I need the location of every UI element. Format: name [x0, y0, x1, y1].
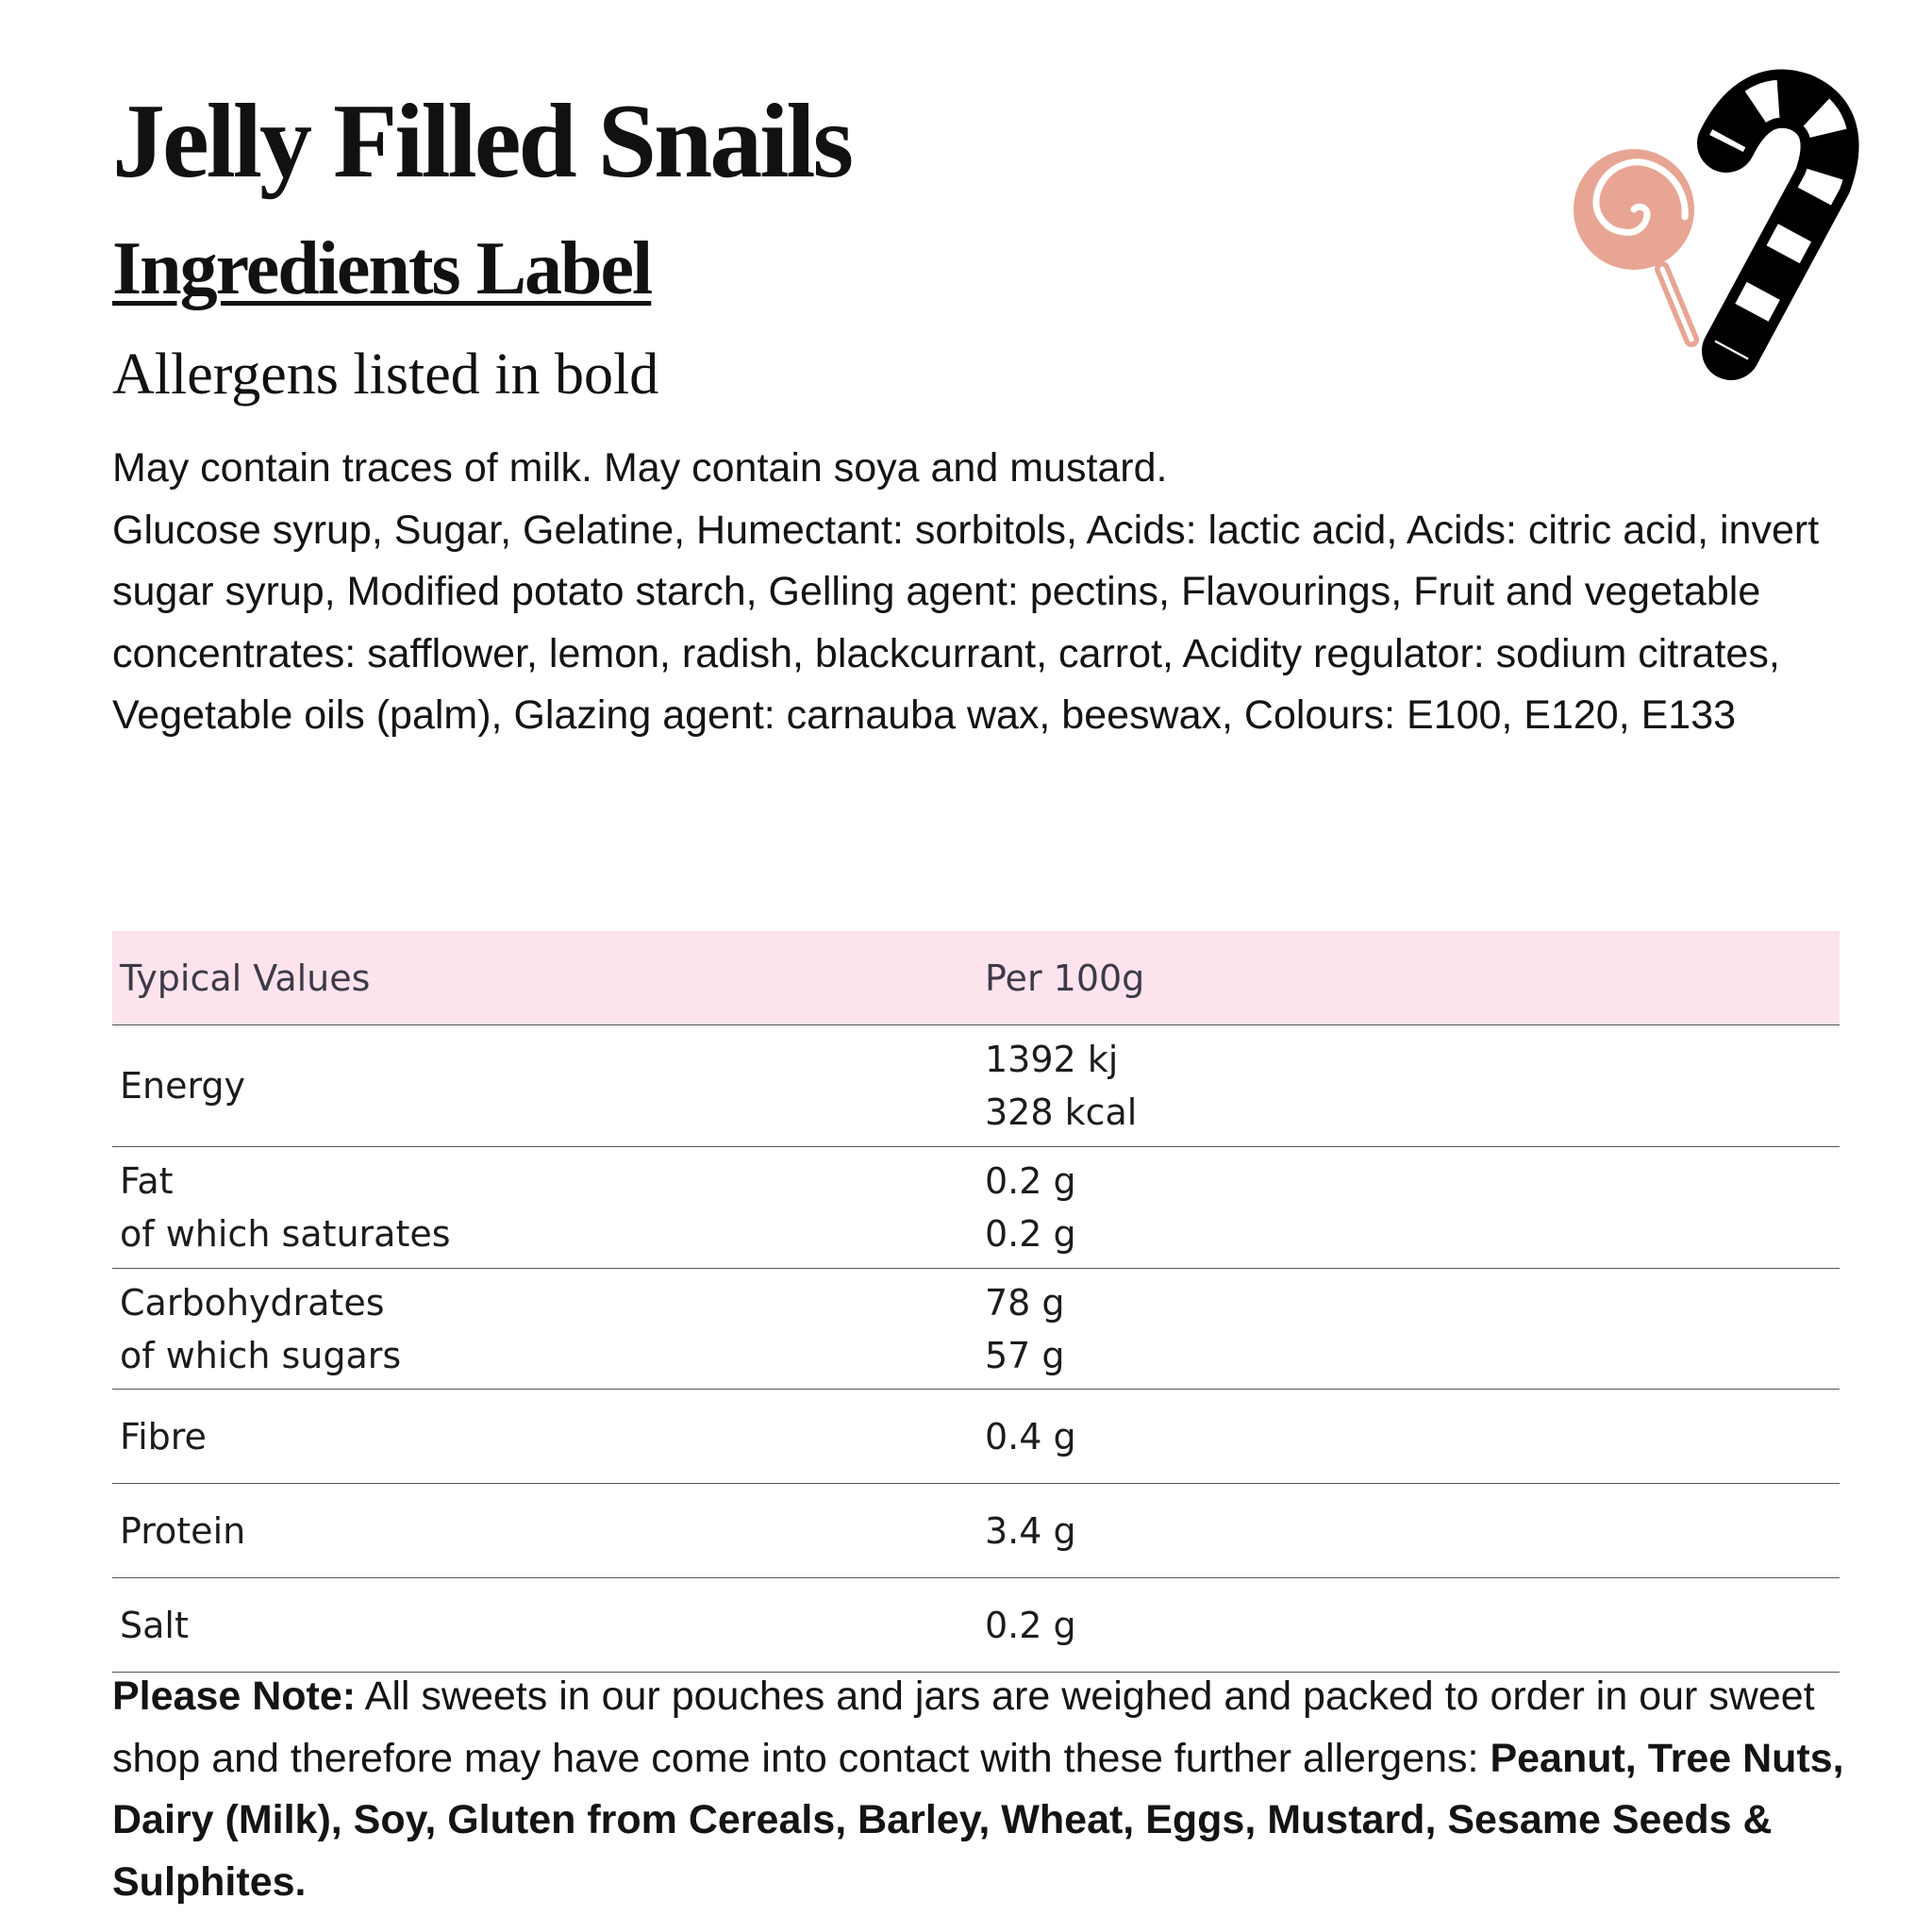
- table-row: Fat of which saturates 0.2 g 0.2 g: [112, 1147, 1840, 1269]
- row-label: Protein: [120, 1509, 246, 1552]
- row-label: of which saturates: [120, 1213, 451, 1255]
- row-label: Carbohydrates: [120, 1281, 385, 1324]
- ingredients-section: May contain traces of milk. May contain …: [112, 438, 1848, 747]
- table-row: Fibre 0.4 g: [112, 1390, 1840, 1484]
- row-value: 0.4 g: [985, 1415, 1076, 1457]
- lollipop-icon: [1574, 149, 1699, 347]
- row-label: Energy: [120, 1065, 246, 1107]
- subtitle: Ingredients Label: [112, 227, 653, 310]
- candy-cane-icon: [1697, 69, 1859, 380]
- nutrition-table: Typical Values Per 100g Energy 1392 kj 32…: [112, 931, 1840, 1673]
- row-label: Salt: [120, 1604, 189, 1646]
- table-row: Carbohydrates of which sugars 78 g 57 g: [112, 1269, 1840, 1390]
- row-value: 0.2 g: [985, 1604, 1076, 1646]
- note-label: Please Note:: [112, 1674, 357, 1719]
- header-typical-values: Typical Values: [120, 957, 371, 999]
- table-header: Typical Values Per 100g: [112, 931, 1840, 1025]
- row-label: of which sugars: [120, 1334, 402, 1376]
- table-row: Protein 3.4 g: [112, 1484, 1840, 1578]
- row-value: 57 g: [985, 1334, 1065, 1376]
- row-label: Fibre: [120, 1415, 207, 1457]
- allergen-heading: Allergens listed in bold: [112, 342, 659, 407]
- ingredients-list: Glucose syrup, Sugar, Gelatine, Humectan…: [112, 507, 1820, 739]
- row-value: 3.4 g: [985, 1509, 1076, 1552]
- trace-warning: May contain traces of milk. May contain …: [112, 445, 1168, 491]
- table-row: Energy 1392 kj 328 kcal: [112, 1025, 1840, 1147]
- row-label: Fat: [120, 1160, 174, 1202]
- page-title: Jelly Filled Snails: [112, 83, 854, 200]
- header-per-100g: Per 100g: [985, 957, 1145, 999]
- note-allergens: Peanut, Tree Nuts, Dairy (Milk), Soy, Gl…: [112, 1735, 1844, 1905]
- row-value: 0.2 g: [985, 1213, 1076, 1255]
- allergen-note: Please Note: All sweets in our pouches a…: [112, 1666, 1848, 1913]
- candy-icons: [1574, 69, 1859, 380]
- note-text: All sweets in our pouches and jars are w…: [112, 1674, 1815, 1781]
- row-value: 328 kcal: [985, 1091, 1138, 1133]
- row-value: 0.2 g: [985, 1160, 1076, 1202]
- row-value: 1392 kj: [985, 1039, 1119, 1080]
- row-value: 78 g: [985, 1281, 1065, 1324]
- table-row: Salt 0.2 g: [112, 1578, 1840, 1673]
